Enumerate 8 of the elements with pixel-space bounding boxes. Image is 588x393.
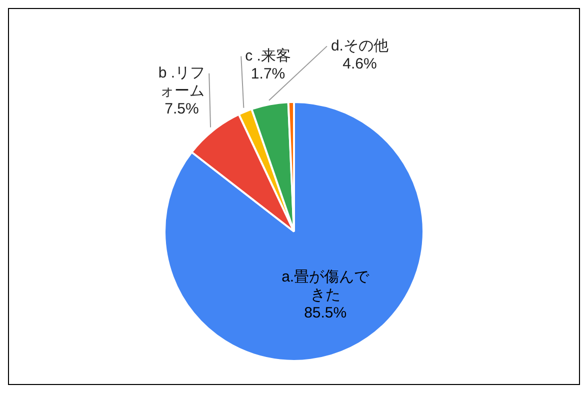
data-label: 1.7% xyxy=(250,65,286,82)
data-label: 7.5% xyxy=(164,100,199,118)
slice-label: d.その他 xyxy=(330,37,388,54)
data-label: 4.6% xyxy=(342,55,377,72)
slice-label: b .リフォーム xyxy=(158,64,206,100)
data-label: 85.5% xyxy=(304,304,347,322)
slice-label: a.畳が傷んできた xyxy=(282,268,370,304)
slice-label: c .来客 xyxy=(245,47,291,64)
